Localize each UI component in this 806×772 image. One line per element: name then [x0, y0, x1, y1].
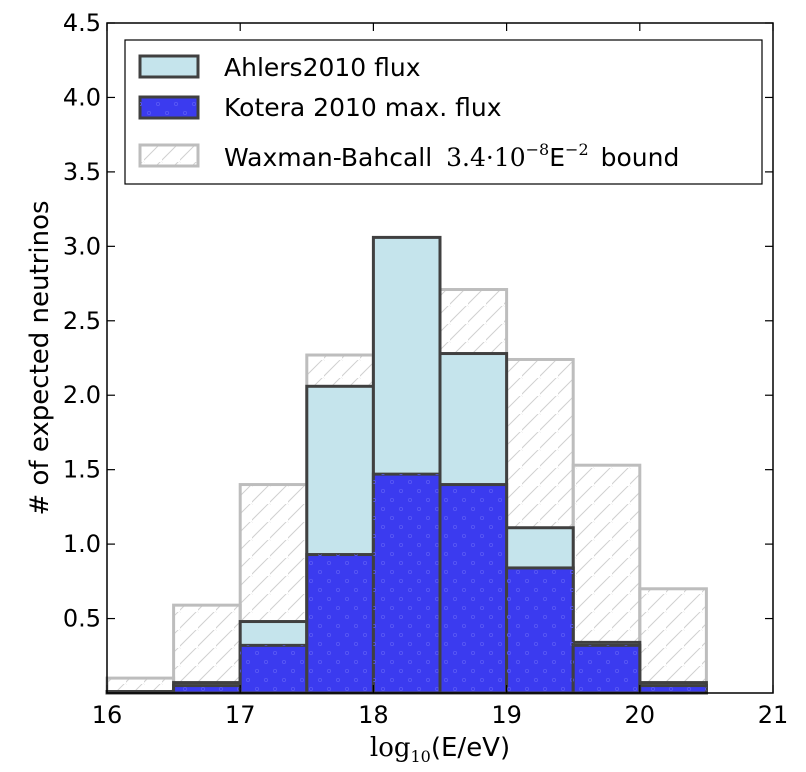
x-tick-label-3: 19 — [491, 701, 522, 729]
bar-kotera-hatch-3 — [306, 554, 374, 693]
legend-label-wb-name: Waxman-Bahcall — [224, 143, 432, 172]
legend-swatch-wb — [138, 143, 200, 168]
y-tick-label-5: 3.0 — [63, 232, 101, 260]
legend: Ahlers2010 flux Kotera 2010 max. flux Wa… — [124, 39, 763, 185]
kotera-bars — [105, 472, 708, 695]
bar-kotera-hatch-1 — [173, 685, 241, 693]
x-axis-label: log10(E/eV) — [370, 733, 510, 766]
bar-kotera-hatch-7 — [573, 645, 640, 693]
y-tick-label-6: 3.5 — [63, 158, 101, 186]
bar-kotera-hatch-2 — [240, 645, 307, 693]
x-axis-label-arg: (E/eV) — [431, 733, 510, 763]
y-tick-label-0: 0.5 — [63, 605, 101, 633]
y-tick-label-7: 4.0 — [63, 83, 101, 111]
legend-label-wb-e: E — [549, 143, 565, 172]
bar-kotera-hatch-8 — [639, 685, 707, 693]
legend-label-ahlers: Ahlers2010 flux — [224, 53, 421, 82]
legend-swatch-kotera-hatch — [140, 97, 198, 118]
legend-label-wb-math: 3.4·10 — [446, 143, 526, 172]
y-axis-label: # of expected neutrinos — [25, 200, 55, 515]
legend-label-kotera: Kotera 2010 max. flux — [224, 93, 502, 122]
y-tick-label-1: 1.0 — [63, 530, 101, 558]
bar-kotera-hatch-6 — [506, 567, 574, 693]
x-tick-label-5: 21 — [758, 701, 789, 729]
y-tick-label-8: 4.5 — [63, 9, 101, 37]
y-tick-label-2: 1.5 — [63, 456, 101, 484]
x-tick-label-2: 18 — [358, 701, 389, 729]
bar-kotera-hatch-5 — [440, 484, 507, 693]
x-tick-label-0: 16 — [92, 701, 123, 729]
legend-box — [124, 39, 763, 185]
legend-label-wb-eexp: −2 — [565, 140, 589, 159]
bar-wb-1 — [172, 603, 242, 695]
y-tick-label-3: 2.0 — [63, 381, 101, 409]
legend-label-wb: Waxman-Bahcall 3.4·10−8E−2 bound — [224, 140, 679, 172]
bar-wb-8 — [638, 587, 708, 695]
legend-swatch-ahlers — [138, 54, 200, 79]
x-axis-label-main: log — [370, 733, 411, 763]
legend-label-wb-suffix: bound — [601, 143, 680, 172]
plot-frame — [106, 22, 774, 694]
y-tick-label-4: 2.5 — [63, 307, 101, 335]
legend-label-wb-exp: −8 — [526, 140, 550, 159]
x-tick-label-4: 20 — [625, 701, 656, 729]
bar-kotera-hatch-4 — [373, 474, 440, 693]
axis-ticks: 16 17 18 19 20 21 0.5 1.0 1.5 2.0 2.5 3.0 3.5 4.0 4.5 — [63, 9, 788, 729]
x-tick-label-1: 17 — [225, 701, 256, 729]
x-axis-label-sub: 10 — [411, 747, 431, 766]
